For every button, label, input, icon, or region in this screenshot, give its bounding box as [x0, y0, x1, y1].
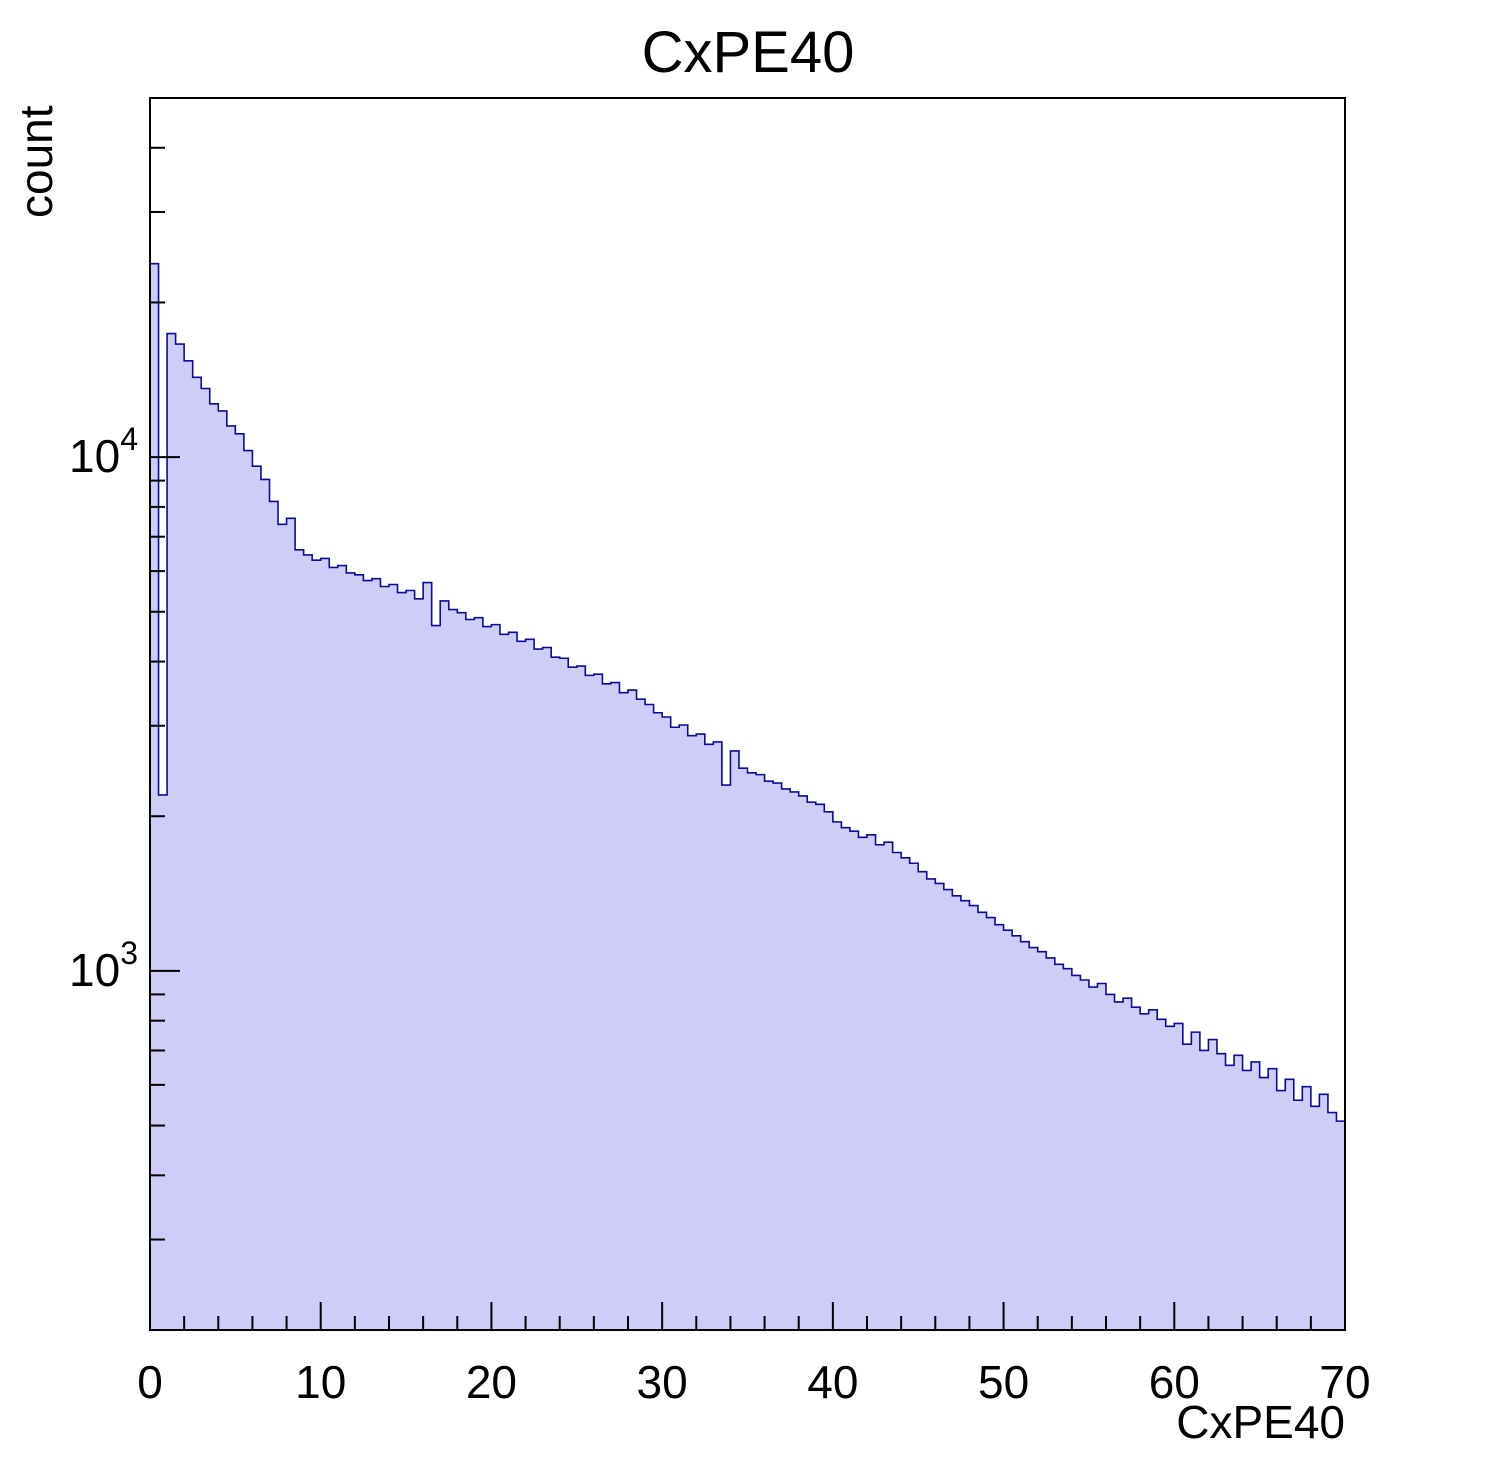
x-axis-ticks — [149, 1302, 1346, 1330]
x-tick-label: 60 — [1149, 1356, 1200, 1408]
chart-title: CxPE40 — [642, 20, 855, 85]
x-tick-label: 20 — [466, 1356, 517, 1408]
x-tick-label: 70 — [1319, 1356, 1370, 1408]
x-tick-label: 0 — [137, 1356, 163, 1408]
x-axis-title: CxPE40 — [1176, 1396, 1345, 1448]
plot-frame — [149, 97, 1346, 1331]
y-tick-label: 103 — [69, 935, 138, 996]
x-tick-label: 30 — [637, 1356, 688, 1408]
y-axis-title: count — [10, 105, 62, 218]
tick-label-layer: 0 10 20 30 40 50 60 70 103 104 — [69, 421, 1371, 1408]
x-tick-label: 10 — [295, 1356, 346, 1408]
y-tick-label: 104 — [69, 421, 138, 482]
x-tick-label: 50 — [978, 1356, 1029, 1408]
y-axis-ticks — [150, 146, 180, 1241]
histogram-series — [149, 262, 1346, 1331]
x-tick-label: 40 — [807, 1356, 858, 1408]
plot-layer — [149, 97, 1346, 1331]
